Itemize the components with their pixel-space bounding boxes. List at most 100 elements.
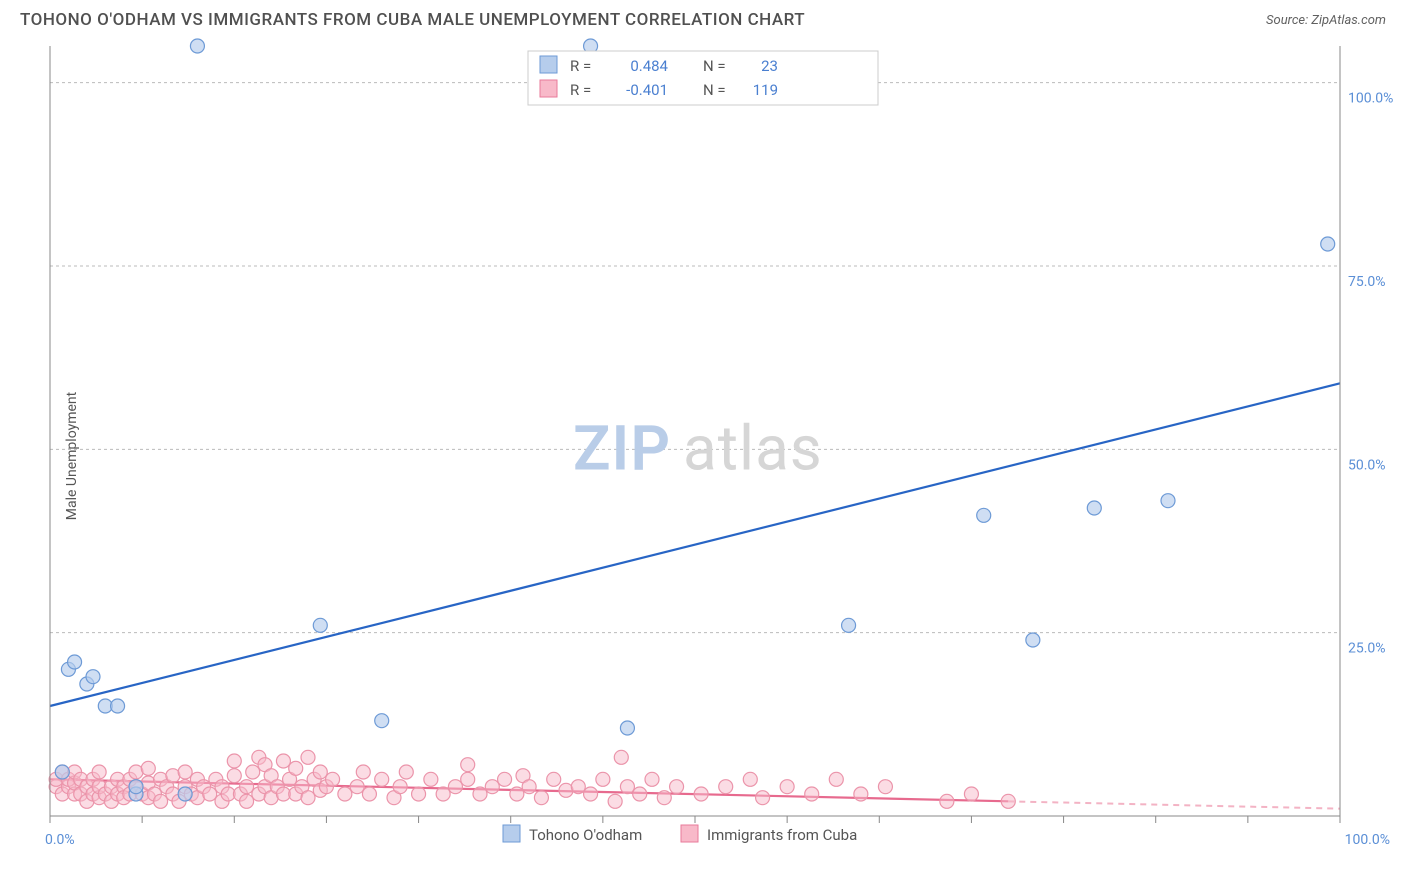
data-point-pink [240, 794, 254, 808]
data-point-blue [178, 787, 192, 801]
data-point-pink [326, 772, 340, 786]
data-point-pink [534, 791, 548, 805]
y-axis-label: Male Unemployment [64, 392, 80, 520]
data-point-pink [399, 765, 413, 779]
legend-r-label: R = [570, 81, 591, 99]
chart-title: TOHONO O'ODHAM VS IMMIGRANTS FROM CUBA M… [20, 10, 805, 30]
series-label: Immigrants from Cuba [707, 826, 857, 844]
data-point-pink [719, 780, 733, 794]
data-point-pink [940, 794, 954, 808]
data-point-pink [276, 754, 290, 768]
data-point-pink [461, 758, 475, 772]
data-point-pink [510, 787, 524, 801]
data-point-pink [878, 780, 892, 794]
data-point-pink [356, 765, 370, 779]
data-point-pink [246, 765, 260, 779]
data-point-pink [436, 787, 450, 801]
data-point-pink [614, 750, 628, 764]
series-label: Tohono O'odham [529, 826, 642, 844]
y-tick-label: 50.0% [1348, 457, 1386, 473]
data-point-pink [756, 791, 770, 805]
data-point-pink [485, 780, 499, 794]
data-point-pink [141, 761, 155, 775]
data-point-blue [842, 618, 856, 632]
regression-line-pink-extrapolated [1008, 801, 1340, 808]
data-point-pink [633, 787, 647, 801]
data-point-pink [854, 787, 868, 801]
data-point-pink [154, 794, 168, 808]
y-tick-label: 25.0% [1348, 641, 1386, 657]
data-point-pink [227, 754, 241, 768]
source-attribution: Source: ZipAtlas.com [1266, 13, 1386, 28]
data-point-pink [498, 772, 512, 786]
data-point-pink [448, 780, 462, 794]
legend-n-value: 119 [753, 81, 778, 99]
watermark-atlas: atlas [683, 412, 823, 485]
data-point-blue [1321, 237, 1335, 251]
data-point-pink [584, 787, 598, 801]
legend-n-value: 23 [761, 57, 778, 75]
data-point-blue [977, 508, 991, 522]
data-point-pink [1001, 794, 1015, 808]
data-point-blue [129, 780, 143, 794]
data-point-pink [522, 780, 536, 794]
data-point-pink [338, 787, 352, 801]
data-point-pink [670, 780, 684, 794]
legend-r-value: -0.401 [626, 81, 668, 99]
data-point-blue [68, 655, 82, 669]
data-point-blue [55, 765, 69, 779]
x-tick-label-end: 100.0% [1345, 832, 1390, 848]
data-point-blue [313, 618, 327, 632]
legend-n-label: N = [703, 57, 726, 75]
data-point-pink [547, 772, 561, 786]
data-point-pink [203, 787, 217, 801]
legend-n-label: N = [703, 81, 726, 99]
y-tick-label: 75.0% [1348, 274, 1386, 290]
data-point-pink [362, 787, 376, 801]
data-point-pink [620, 780, 634, 794]
data-point-pink [657, 791, 671, 805]
data-point-pink [829, 772, 843, 786]
data-point-pink [461, 772, 475, 786]
data-point-pink [178, 765, 192, 779]
correlation-scatter-chart: 25.0% 50.0% 75.0% 100.0% ZIPatlas 0.0% 100.0% R… [0, 36, 1406, 876]
data-point-pink [350, 780, 364, 794]
data-point-pink [780, 780, 794, 794]
y-tick-label: 100.0% [1348, 91, 1393, 107]
data-point-blue [620, 721, 634, 735]
data-point-pink [301, 750, 315, 764]
data-point-pink [240, 780, 254, 794]
data-point-pink [92, 765, 106, 779]
legend-swatch-pink [540, 80, 557, 97]
data-point-pink [313, 765, 327, 779]
series-swatch-pink [681, 825, 698, 842]
watermark-zip: ZIP [573, 412, 671, 485]
data-point-pink [412, 787, 426, 801]
data-point-pink [301, 791, 315, 805]
data-point-blue [190, 39, 204, 53]
data-point-pink [393, 780, 407, 794]
data-point-pink [608, 794, 622, 808]
data-point-blue [1026, 633, 1040, 647]
series-swatch-blue [503, 825, 520, 842]
data-point-blue [1087, 501, 1101, 515]
data-point-blue [1161, 494, 1175, 508]
x-tick-label-start: 0.0% [45, 832, 75, 848]
data-point-pink [289, 761, 303, 775]
data-point-pink [473, 787, 487, 801]
data-point-pink [424, 772, 438, 786]
data-point-pink [571, 780, 585, 794]
data-point-blue [375, 714, 389, 728]
data-point-pink [596, 772, 610, 786]
data-point-pink [743, 772, 757, 786]
data-point-pink [227, 769, 241, 783]
data-point-pink [645, 772, 659, 786]
data-point-blue [111, 699, 125, 713]
data-point-pink [694, 787, 708, 801]
legend-r-label: R = [570, 57, 591, 75]
data-point-blue [86, 670, 100, 684]
data-point-pink [375, 772, 389, 786]
data-point-pink [805, 787, 819, 801]
data-point-pink [964, 787, 978, 801]
legend-swatch-blue [540, 56, 557, 73]
